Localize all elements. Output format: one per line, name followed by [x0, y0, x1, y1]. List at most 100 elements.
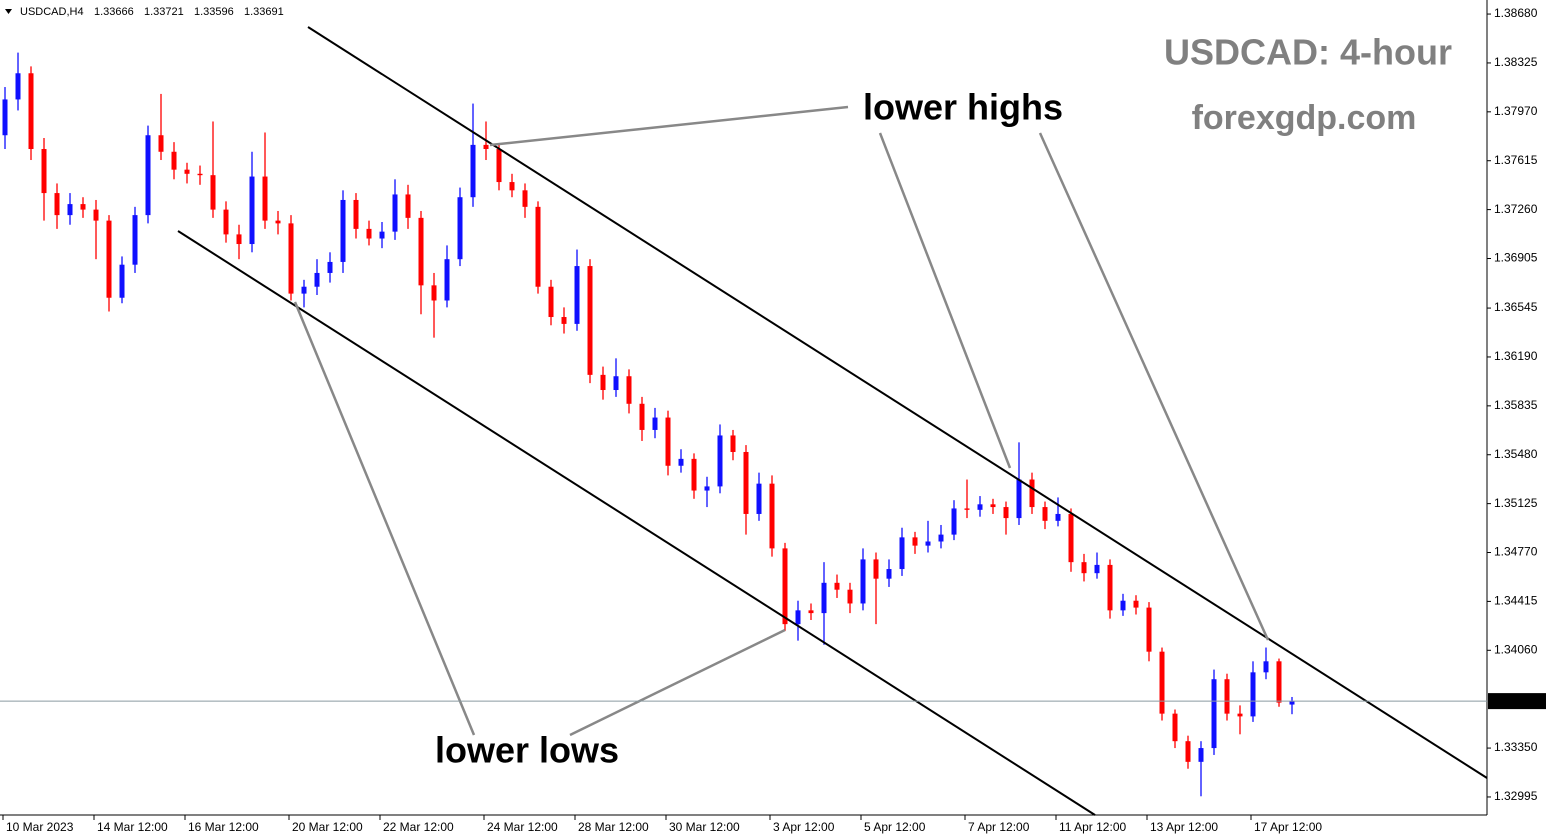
price-label-box [1488, 693, 1546, 710]
candle-body [1250, 672, 1256, 717]
candle-body [379, 231, 385, 239]
candle-body [132, 215, 138, 265]
header-close: 1.33691 [244, 6, 284, 18]
candle-body [1094, 564, 1100, 574]
y-tick-label: 1.34060 [1494, 642, 1538, 656]
candle-body [288, 223, 294, 294]
candle-body [743, 451, 749, 514]
annotation: lower highs [863, 87, 1063, 128]
candles [2, 52, 1295, 797]
candle-body [418, 217, 424, 286]
candle-body [756, 483, 762, 514]
candle-body [1029, 479, 1035, 508]
y-tick-label: 1.35125 [1494, 496, 1538, 510]
candle-body [1159, 651, 1165, 714]
candle-body [600, 374, 606, 391]
symbol: USDCAD,H4 [20, 6, 84, 18]
candle-body [470, 144, 476, 198]
candle-body [1081, 562, 1087, 574]
candle-body [561, 317, 567, 324]
y-tick-label: 1.33350 [1494, 740, 1538, 754]
y-tick-label: 1.37970 [1494, 104, 1538, 118]
candle-body [1211, 679, 1217, 749]
y-tick-label: 1.36190 [1494, 349, 1538, 363]
candle-body [457, 197, 463, 260]
chart-subtitle: forexgdp.com [1192, 99, 1417, 137]
y-tick-label: 1.36545 [1494, 300, 1538, 314]
candle-body [171, 151, 177, 170]
pointer-line [489, 105, 849, 147]
candle-body [223, 209, 229, 235]
candle-body [938, 534, 944, 542]
candle-body [639, 403, 645, 430]
candle-body [249, 176, 255, 245]
candle-body [912, 537, 918, 546]
candle-body [392, 194, 398, 232]
candle-body [366, 228, 372, 239]
lower-channel-line [177, 230, 1096, 816]
candle-body [574, 266, 580, 324]
x-tick-label: 7 Apr 12:00 [968, 820, 1030, 834]
candle-body [1107, 564, 1113, 611]
x-tick-label: 30 Mar 12:00 [669, 820, 740, 834]
candle-body [236, 234, 242, 245]
candle-body [535, 206, 541, 287]
candle-body [41, 149, 47, 194]
candle-body [327, 261, 333, 273]
candle-body [522, 190, 528, 207]
candle-body [821, 582, 827, 614]
y-tick-label: 1.35835 [1494, 398, 1538, 412]
candle-body [28, 73, 34, 150]
candle-body [1042, 507, 1048, 521]
candle-body [496, 149, 502, 183]
candle-body [1016, 479, 1022, 519]
candle-body [678, 458, 684, 466]
candle-body [54, 193, 60, 216]
x-tick-label: 28 Mar 12:00 [578, 820, 649, 834]
x-tick-label: 24 Mar 12:00 [487, 820, 558, 834]
candle-body [795, 610, 801, 625]
candle-body [886, 569, 892, 579]
x-tick-label: 22 Mar 12:00 [383, 820, 454, 834]
candle-body [2, 99, 8, 136]
candle-body [340, 199, 346, 262]
candle-body [899, 537, 905, 570]
candle-body [1146, 607, 1152, 652]
candle-body [314, 272, 320, 287]
candle-body [483, 144, 489, 150]
candle-body [782, 548, 788, 625]
y-tick-label: 1.32995 [1494, 789, 1538, 803]
candle-body [847, 589, 853, 604]
candle-body [873, 559, 879, 579]
x-tick-label: 13 Apr 12:00 [1150, 820, 1218, 834]
candle-body [353, 199, 359, 229]
upper-channel-line [307, 26, 1488, 779]
candle-body [808, 610, 814, 614]
y-tick-label: 1.36905 [1494, 251, 1538, 265]
candle-body [1263, 661, 1269, 673]
candle-body [197, 173, 203, 176]
pointer-line [1038, 132, 1270, 641]
pointers [293, 105, 1270, 737]
y-tick-label: 1.37260 [1494, 202, 1538, 216]
candle-body [405, 194, 411, 218]
candle-body [977, 504, 983, 510]
candle-body [1120, 600, 1126, 611]
candle-body [717, 435, 723, 487]
x-tick-label: 11 Apr 12:00 [1059, 820, 1126, 834]
candle-body [67, 204, 73, 216]
y-tick-label: 1.34770 [1494, 545, 1538, 559]
candle-body [990, 504, 996, 508]
candle-body [275, 220, 281, 224]
candle-body [301, 286, 307, 294]
candle-body [80, 204, 86, 210]
candle-body [106, 220, 112, 298]
pointer-line [293, 301, 476, 736]
candle-body [1224, 679, 1230, 714]
y-tick-label: 1.38680 [1494, 6, 1538, 20]
candle-body [1237, 713, 1243, 717]
pointer-line [569, 628, 786, 737]
x-tick-label: 16 Mar 12:00 [188, 820, 259, 834]
candle-body [665, 417, 671, 466]
